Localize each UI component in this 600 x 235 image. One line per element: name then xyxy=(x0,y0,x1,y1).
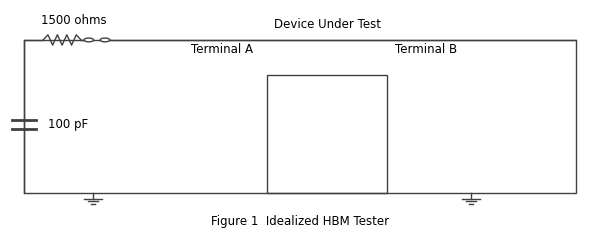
Text: 1500 ohms: 1500 ohms xyxy=(41,14,107,27)
Circle shape xyxy=(84,38,94,42)
Text: Figure 1  Idealized HBM Tester: Figure 1 Idealized HBM Tester xyxy=(211,215,389,228)
Bar xyxy=(267,75,387,193)
Text: 100 pF: 100 pF xyxy=(48,118,88,131)
Text: Terminal B: Terminal B xyxy=(395,43,457,56)
Circle shape xyxy=(100,38,110,42)
Text: Device Under Test: Device Under Test xyxy=(274,18,380,31)
Text: Terminal A: Terminal A xyxy=(191,43,253,56)
Bar xyxy=(24,40,576,193)
